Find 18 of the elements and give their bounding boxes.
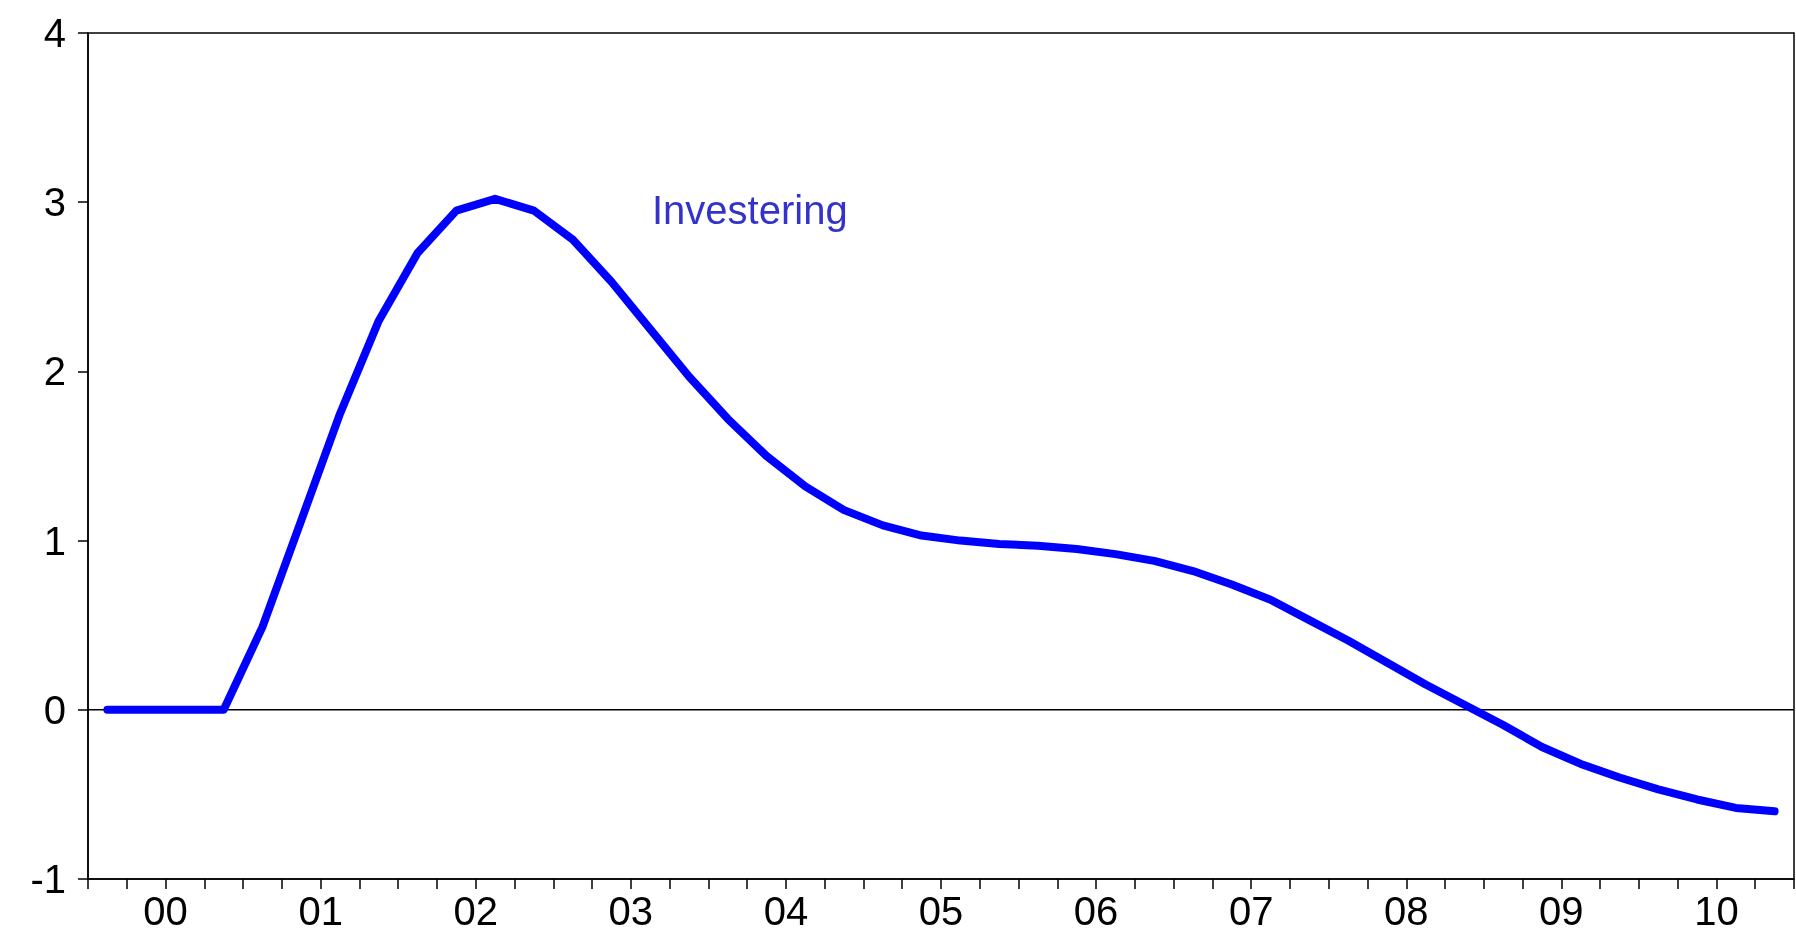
x-tick-label: 05	[918, 889, 964, 933]
x-tick-label: 06	[1073, 889, 1119, 933]
y-tick-label: -1	[30, 857, 66, 901]
y-tick-label: 4	[43, 11, 66, 55]
x-tick-label: 09	[1539, 889, 1584, 933]
x-tick-label: 01	[298, 889, 343, 933]
annotation: Investering	[652, 188, 848, 232]
y-tick-label: 1	[43, 518, 66, 563]
y-tick-label: 0	[43, 687, 66, 732]
x-tick-label: 00	[143, 889, 188, 933]
x-tick-label: 03	[608, 889, 654, 933]
x-tick-label: 02	[453, 889, 498, 933]
y-tick-label: 2	[43, 349, 66, 394]
y-tick-label: 3	[43, 180, 66, 225]
x-tick-label: 07	[1228, 889, 1274, 933]
x-tick-label: 08	[1384, 889, 1429, 933]
x-tick-label: 04	[763, 889, 809, 933]
x-tick-label: 10	[1694, 889, 1739, 933]
